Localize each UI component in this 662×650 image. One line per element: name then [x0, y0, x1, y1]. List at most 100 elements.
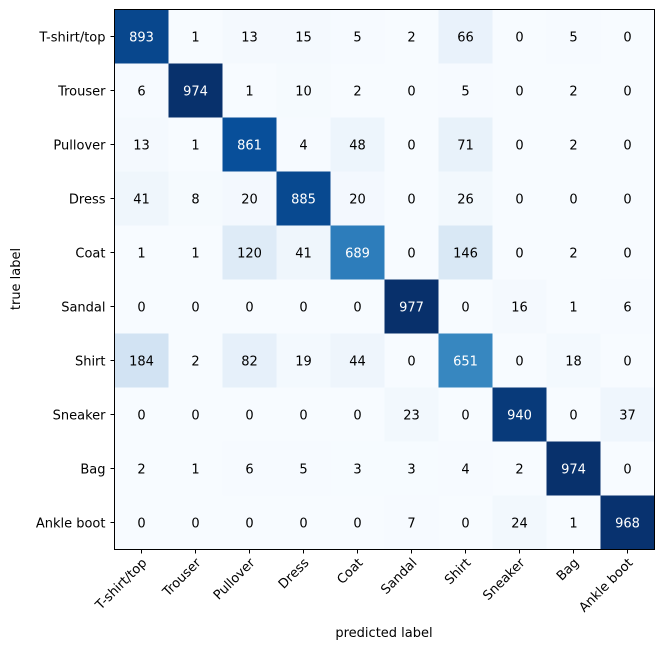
heatmap-cell	[546, 441, 601, 496]
cell-value-label: 2	[515, 463, 523, 478]
heatmap-cell	[168, 63, 223, 118]
heatmap-cell	[276, 279, 331, 334]
y-tick-label: Shirt	[75, 355, 106, 370]
heatmap-cell	[330, 495, 385, 550]
heatmap-cell	[168, 279, 223, 334]
heatmap-cell	[330, 63, 385, 118]
cell-value-label: 0	[623, 139, 631, 154]
cell-value-label: 0	[515, 31, 523, 46]
heatmap-cell	[222, 63, 277, 118]
cell-value-label: 41	[295, 247, 312, 262]
heatmap-cell	[600, 495, 655, 550]
heatmap-cells	[114, 9, 655, 550]
heatmap-cell	[330, 387, 385, 442]
heatmap-cell	[222, 117, 277, 172]
cell-value-label: 689	[345, 247, 370, 262]
cell-value-label: 0	[623, 355, 631, 370]
cell-value-label: 0	[137, 517, 145, 532]
cell-value-label: 1	[569, 517, 577, 532]
heatmap-cell	[384, 495, 439, 550]
cell-value-label: 71	[457, 139, 474, 154]
heatmap-cell	[546, 387, 601, 442]
cell-value-label: 15	[295, 31, 312, 46]
cell-value-label: 0	[353, 517, 361, 532]
cell-value-label: 41	[133, 193, 150, 208]
cell-value-label: 4	[299, 139, 307, 154]
cell-value-label: 6	[137, 85, 145, 100]
heatmap-cell	[222, 441, 277, 496]
heatmap-cell	[384, 279, 439, 334]
cell-value-label: 0	[623, 247, 631, 262]
heatmap-cell	[276, 441, 331, 496]
cell-value-label: 0	[245, 517, 253, 532]
cell-value-label: 1	[191, 139, 199, 154]
heatmap-cell	[492, 9, 547, 64]
cell-value-label: 1	[191, 463, 199, 478]
cell-value-label: 893	[129, 31, 154, 46]
heatmap-cell	[384, 387, 439, 442]
heatmap-cell	[600, 9, 655, 64]
cell-value-label: 8	[191, 193, 199, 208]
heatmap-cell	[330, 279, 385, 334]
y-tick-label: T-shirt/top	[38, 31, 105, 46]
x-tick-label: Trouser	[159, 555, 204, 600]
cell-value-label: 2	[569, 247, 577, 262]
cell-value-label: 861	[237, 139, 262, 154]
x-tick-label: T-shirt/top	[92, 556, 150, 614]
cell-value-label: 0	[137, 409, 145, 424]
cell-value-label: 1	[569, 301, 577, 316]
heatmap-cell	[114, 441, 169, 496]
y-axis-label: true label	[9, 248, 24, 310]
cell-value-label: 26	[457, 193, 474, 208]
cell-value-label: 0	[569, 409, 577, 424]
heatmap-cell	[276, 171, 331, 226]
cell-value-label: 0	[191, 517, 199, 532]
heatmap-cell	[222, 225, 277, 280]
y-tick-label: Pullover	[53, 139, 106, 154]
heatmap-cell	[168, 333, 223, 388]
y-tick-label: Trouser	[57, 85, 106, 100]
heatmap-cell	[600, 441, 655, 496]
cell-value-label: 977	[399, 301, 424, 316]
cell-value-label: 0	[407, 247, 415, 262]
cell-value-label: 2	[407, 31, 415, 46]
heatmap-cell	[168, 9, 223, 64]
cell-value-label: 0	[461, 301, 469, 316]
heatmap-cell	[384, 333, 439, 388]
heatmap-cell	[600, 225, 655, 280]
heatmap-cell	[384, 9, 439, 64]
y-tick-label: Bag	[80, 463, 105, 478]
cell-value-label: 0	[299, 409, 307, 424]
heatmap-cell	[168, 387, 223, 442]
y-tick-label: Ankle boot	[36, 517, 106, 532]
heatmap-cell	[276, 387, 331, 442]
cell-value-label: 18	[565, 355, 582, 370]
cell-value-label: 20	[241, 193, 258, 208]
plot-frame	[114, 9, 655, 550]
cell-value-label: 0	[191, 409, 199, 424]
cell-value-label: 0	[623, 463, 631, 478]
heatmap-cell	[546, 171, 601, 226]
heatmap-cell	[114, 171, 169, 226]
x-tick-label: Bag	[554, 556, 582, 584]
cell-value-label: 24	[511, 517, 528, 532]
cell-value-label: 0	[407, 139, 415, 154]
heatmap-cell	[276, 333, 331, 388]
cell-value-label: 0	[623, 85, 631, 100]
cell-value-label: 2	[353, 85, 361, 100]
heatmap-cell	[114, 387, 169, 442]
cell-value-label: 3	[353, 463, 361, 478]
heatmap-cell	[600, 117, 655, 172]
cell-value-label: 0	[245, 409, 253, 424]
heatmap-cell	[168, 171, 223, 226]
heatmap-cell	[330, 9, 385, 64]
cell-value-label: 6	[623, 301, 631, 316]
y-axis-ticks: T-shirt/top Trouser Pullover Dress Coat Sanda…	[36, 31, 115, 532]
heatmap-cell	[438, 117, 493, 172]
heatmap-cell	[276, 63, 331, 118]
cell-value-label: 1	[191, 247, 199, 262]
heatmap-cell	[546, 225, 601, 280]
cell-value-label: 0	[515, 139, 523, 154]
y-tick-label: Sandal	[61, 301, 105, 316]
cell-value-label: 0	[515, 355, 523, 370]
